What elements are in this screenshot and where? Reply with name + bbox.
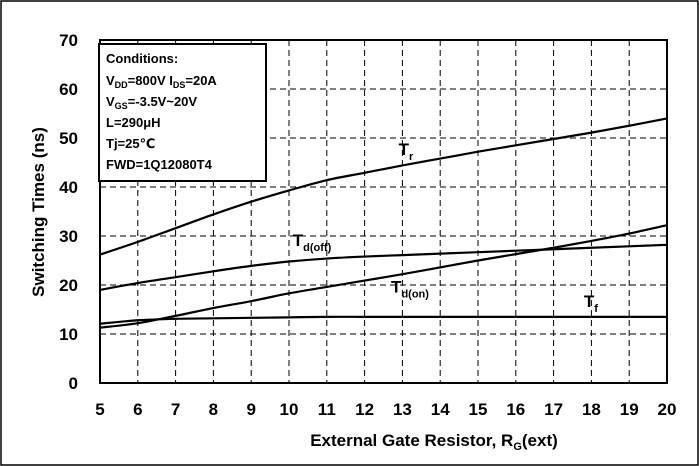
conditions-subscript: GS	[115, 101, 128, 111]
conditions-title: Conditions:	[106, 51, 178, 66]
x-tick-label: 11	[318, 400, 336, 419]
x-tick-label: 14	[431, 400, 450, 419]
y-tick-label: 50	[59, 129, 78, 148]
series-label-td-on: Td(on)	[391, 277, 429, 300]
x-tick-label: 13	[393, 400, 412, 419]
conditions-text: L=290μH	[106, 115, 161, 130]
series-label-td-off: Td(off)	[293, 231, 332, 254]
grid	[100, 40, 667, 383]
conditions-line: L=290μH	[106, 115, 161, 130]
conditions-box	[98, 43, 267, 182]
conditions-line: Tj=25℃	[106, 136, 155, 151]
x-tick-label: 9	[246, 400, 255, 419]
conditions-subscript: DS	[173, 80, 186, 90]
conditions-text: FWD=1Q12080T4	[106, 157, 213, 172]
x-tick-label: 16	[506, 400, 525, 419]
y-tick-labels: 0 10 20 30 40 50 60 70	[59, 31, 78, 393]
series-label-main: T	[584, 292, 595, 311]
plot-area-frame	[99, 39, 668, 384]
x-tick-label: 7	[171, 400, 180, 419]
conditions-text: =20A	[185, 73, 217, 88]
x-tick-label: 18	[582, 400, 601, 419]
conditions-line: VDD=800V IDS=20A	[106, 73, 217, 90]
series-label-sub: f	[594, 303, 598, 315]
x-tick-label: 5	[95, 400, 104, 419]
conditions-lines: VDD=800V IDS=20AVGS=-3.5V~20VL=290μHTj=2…	[106, 73, 217, 172]
x-tick-label: 15	[469, 400, 488, 419]
series-line-td-off	[99, 243, 668, 291]
x-axis-label-main: External Gate Resistor, R	[310, 431, 513, 450]
y-tick-label: 40	[59, 178, 78, 197]
series-label-tf: Tf	[584, 292, 598, 315]
x-axis-label: External Gate Resistor, RG(ext)	[310, 431, 558, 453]
conditions-line: FWD=1Q12080T4	[106, 157, 213, 172]
x-tick-label: 8	[209, 400, 218, 419]
conditions-text: =800V I	[128, 73, 173, 88]
series-line-td-on	[99, 224, 668, 329]
conditions-text: Tj=25℃	[106, 136, 155, 151]
series-label-tr: Tr	[399, 140, 414, 163]
series-label-sub: d(off)	[303, 242, 331, 254]
series-label-main: T	[391, 277, 402, 296]
conditions-line: VGS=-3.5V~20V	[106, 94, 197, 111]
series-label-sub: d(on)	[401, 288, 429, 300]
y-tick-label: 10	[59, 325, 78, 344]
x-tick-label: 6	[133, 400, 142, 419]
y-axis-label: Switching Times (ns)	[29, 127, 48, 297]
x-tick-label: 17	[544, 400, 563, 419]
conditions-text: =-3.5V~20V	[128, 94, 198, 109]
series-label-main: T	[399, 140, 410, 159]
y-tick-label: 70	[59, 31, 78, 50]
y-tick-label: 20	[59, 276, 78, 295]
series-line-tr	[99, 117, 668, 256]
series-label-main: T	[293, 231, 304, 250]
x-tick-label: 12	[355, 400, 374, 419]
y-tick-label: 60	[59, 80, 78, 99]
x-axis-label-sub: G	[513, 441, 522, 453]
series-line-tf	[99, 315, 667, 325]
x-axis-label-tail: (ext)	[522, 431, 558, 450]
conditions-subscript: DD	[115, 80, 128, 90]
x-tick-labels: 5 6 7 8 9 10 11 12 13 14 15 16 17 18 19 20	[95, 400, 676, 419]
conditions-legend: Conditions: VDD=800V IDS=20AVGS=-3.5V~20…	[98, 43, 267, 182]
x-tick-label: 19	[620, 400, 639, 419]
y-tick-label: 30	[59, 227, 78, 246]
conditions-text: V	[106, 94, 115, 109]
series-lines	[99, 117, 668, 329]
conditions-text: V	[106, 73, 115, 88]
x-tick-label: 10	[280, 400, 299, 419]
y-tick-label: 0	[69, 374, 78, 393]
x-tick-label: 20	[658, 400, 677, 419]
series-label-sub: r	[409, 151, 414, 163]
